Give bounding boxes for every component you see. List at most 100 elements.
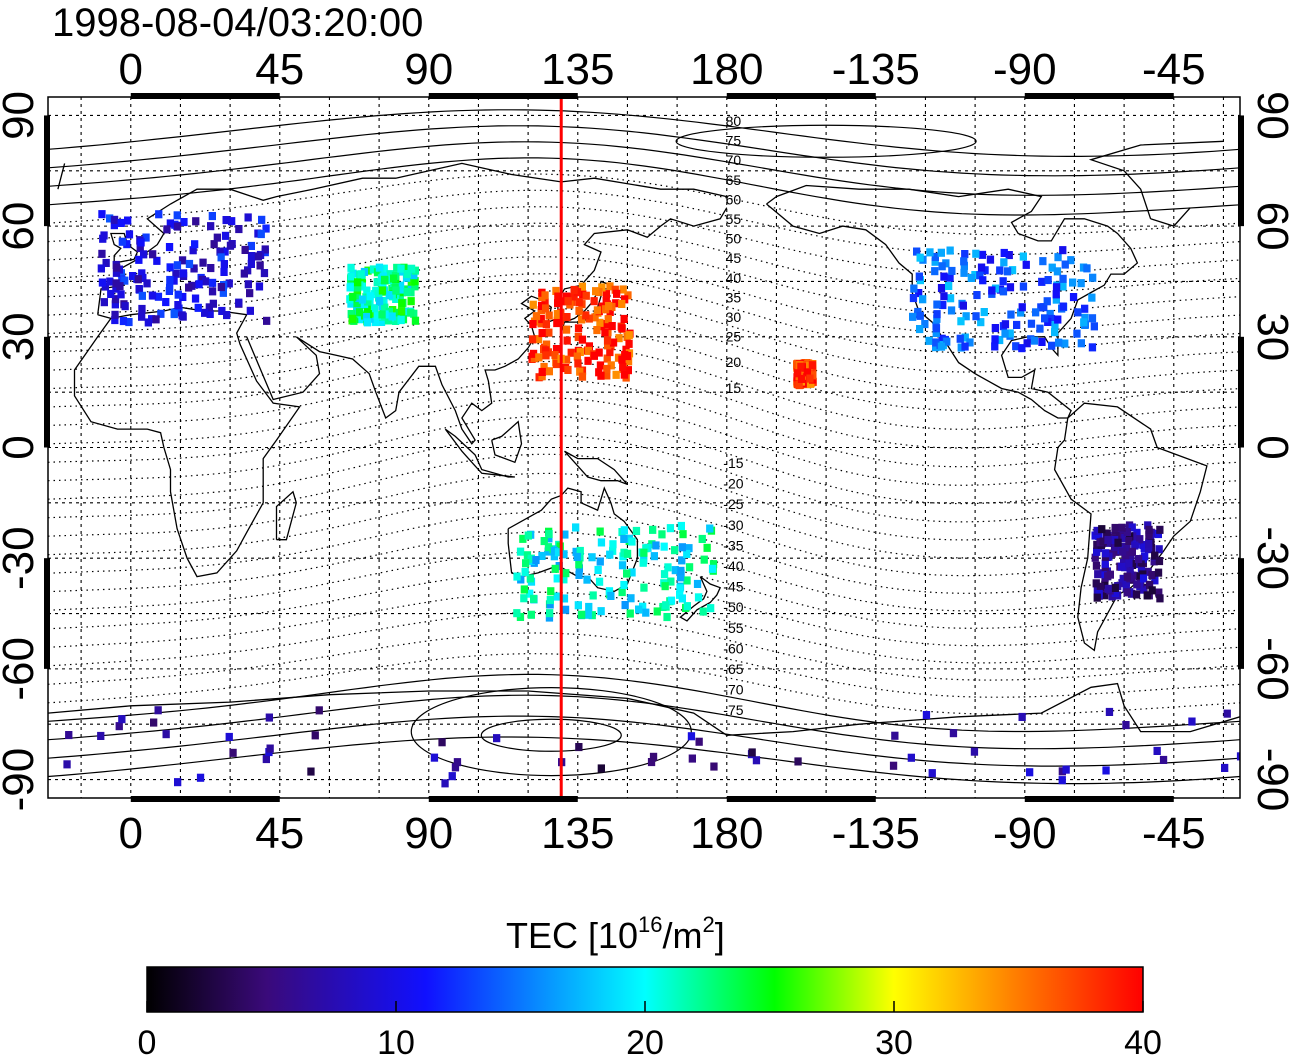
tec-cell [932,338,940,347]
tec-cell [1123,588,1131,597]
tec-cell [173,222,182,231]
tec-cell [1155,588,1163,597]
tec-cell [1032,308,1040,317]
tec-cell [945,281,953,290]
left-latitude-axis: 90 60 30 0 -30 -60 -90 [0,91,43,811]
tec-cell [178,311,186,320]
tec-cell [112,268,121,277]
tec-cell [972,249,980,258]
tec-cell [1069,293,1078,302]
tec-cell [550,552,558,561]
contour-line [48,379,1240,468]
axis-label: -135 [832,809,920,858]
tec-cell [604,315,612,324]
tec-cell [642,608,650,617]
axis-label: -30 [1248,526,1292,590]
tec-cell [362,312,371,321]
tec-cell [100,231,108,240]
tec-cell [373,278,381,287]
tec-cell [135,255,143,264]
axis-label: 0 [0,435,43,459]
tec-cell [576,367,584,376]
tec-cell [397,264,405,273]
map-area: 80 75 70 65 60 55 50 45 40 35 30 25 20 15 -15 -20 -25 -30… [48,97,1240,798]
tec-cell [530,594,538,603]
tec-cell [1030,336,1039,345]
tec-cell [667,577,675,586]
tec-cell [575,743,583,752]
tec-cell [609,338,618,347]
tec-cell [928,769,936,778]
coastline [679,576,722,622]
tec-cell [538,367,546,376]
tec-cell [604,341,612,350]
tec-cell [1019,282,1028,291]
axis-label: 45 [255,45,304,94]
contour-line [48,434,1240,523]
tec-cell [1159,755,1168,764]
tec-cell [947,306,956,315]
axis-label: -90 [1248,748,1292,812]
tec-cell [1036,324,1044,333]
tec-cell [598,283,606,292]
tec-cell [347,310,355,319]
tec-cell [1048,263,1056,272]
tec-cell [1044,276,1052,285]
tec-cell [618,561,627,570]
tec-cell [1000,258,1008,267]
tec-cell [380,275,389,284]
tec-cell [624,357,633,366]
tec-cell [671,566,679,575]
tec-cell [1059,282,1067,291]
magnetic-latitude-contours [48,109,1240,785]
tec-cell [677,566,685,575]
tec-cell [223,311,231,320]
tec-cell [111,316,119,325]
contour-line [48,325,1240,411]
tec-cell [1058,767,1066,776]
tec-cell [221,231,230,240]
tec-cell [546,609,554,618]
contour-line [48,571,1240,647]
tec-cell [1156,594,1164,603]
tec-cell [1018,303,1026,312]
tec-cell [123,240,131,249]
tec-cell [554,548,563,557]
tec-cell [213,233,221,242]
tec-cell [347,263,355,272]
tec-cell [603,354,611,363]
tec-cell [241,245,249,254]
tec-cell [553,592,561,601]
contour-label: -60 [723,640,743,656]
tec-cell [946,273,954,282]
tec-cell [660,570,669,579]
tec-cell [140,250,148,259]
frame-bar [726,93,876,99]
tec-cell [1145,539,1153,548]
tec-cell [349,314,357,323]
frame-bar [726,796,876,802]
tec-cell [991,342,999,351]
tec-cell [162,730,170,739]
tec-cell [916,311,924,320]
contour-line [48,397,1240,486]
tec-cell [1111,583,1119,592]
tec-cell [124,216,132,225]
tec-cell [411,266,419,275]
tec-cell [263,316,271,325]
colorbar-tick-label: 30 [875,1024,913,1057]
tec-cell [602,290,611,299]
colorbar-title: TEC [1016/m2] [506,912,725,956]
tec-cell [593,326,601,335]
tec-cell [593,306,602,315]
tec-cell [527,554,535,563]
tec-cell [916,325,924,334]
tec-cell [185,259,194,268]
tec-cell [709,560,718,569]
tec-cell [388,312,396,321]
axis-label: 90 [1248,91,1292,140]
tec-cell [1093,547,1101,556]
tec-cell [678,556,686,565]
tec-cell [210,240,218,249]
tec-cell [931,267,939,276]
